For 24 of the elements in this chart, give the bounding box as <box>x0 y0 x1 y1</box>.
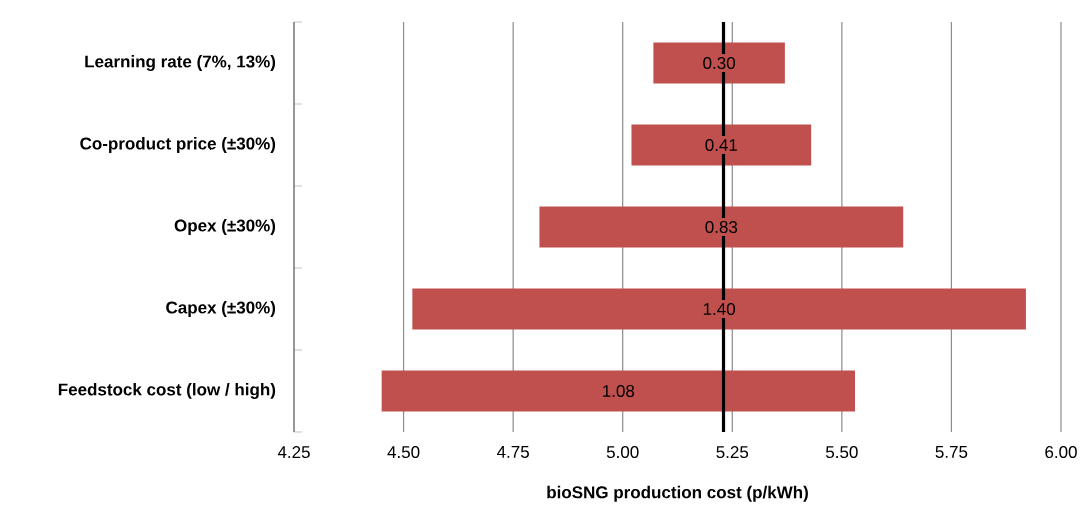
y-tick-label: Capex (±30%) <box>166 301 276 317</box>
data-label: 1.08 <box>603 384 635 397</box>
x-tick-label: 5.50 <box>826 446 858 459</box>
bar <box>631 124 812 166</box>
x-tick-label: 5.25 <box>716 446 749 459</box>
y-tick-label: Learning rate (7%, 13%) <box>85 55 276 71</box>
x-tick-label: 5.00 <box>606 446 639 459</box>
data-label: 1.40 <box>703 303 735 316</box>
data-label: 0.83 <box>705 221 738 234</box>
y-tick-label: Feedstock cost (low / high) <box>58 383 276 399</box>
data-label: 0.30 <box>703 57 735 70</box>
bar <box>412 288 1026 330</box>
bar <box>381 370 855 412</box>
x-tick-label: 4.50 <box>387 446 420 459</box>
x-tick-label: 4.75 <box>496 446 529 458</box>
x-axis-title: bioSNG production cost (p/kWh) <box>547 485 808 502</box>
y-tick-label: Opex (±30%) <box>174 219 276 235</box>
y-tick-label: Co-product price (±30%) <box>80 137 276 153</box>
data-label: 0.41 <box>705 139 738 152</box>
x-tick-label: 4.25 <box>277 446 310 459</box>
bar <box>539 206 904 248</box>
x-tick-label: 6.00 <box>1045 446 1077 459</box>
x-tick-label: 5.75 <box>935 446 968 458</box>
bar <box>653 42 785 84</box>
